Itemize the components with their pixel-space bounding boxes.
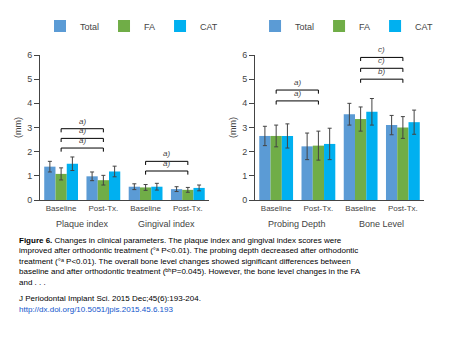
svg-text:Total: Total	[295, 22, 314, 32]
svg-text:Plaque index: Plaque index	[56, 219, 109, 229]
svg-text:Baseline: Baseline	[345, 204, 376, 213]
svg-text:Post-Tx.: Post-Tx.	[388, 204, 418, 213]
svg-text:Gingival index: Gingival index	[138, 219, 195, 229]
svg-text:Post-Tx.: Post-Tx.	[173, 204, 203, 213]
svg-text:1: 1	[27, 171, 32, 181]
svg-text:J Periodontal Implant Sci. 201: J Periodontal Implant Sci. 2015 Dec;45(6…	[19, 294, 201, 303]
svg-text:Baseline: Baseline	[261, 204, 292, 213]
svg-text:2: 2	[27, 147, 32, 157]
svg-text:CAT: CAT	[200, 22, 218, 32]
svg-text:a): a)	[294, 78, 301, 87]
svg-text:3: 3	[27, 123, 32, 133]
svg-text:0: 0	[27, 195, 32, 205]
svg-text:Post-Tx.: Post-Tx.	[304, 204, 334, 213]
svg-text:Baseline: Baseline	[46, 204, 77, 213]
svg-text:2: 2	[242, 147, 247, 157]
svg-text:Bone Level: Bone Level	[359, 219, 404, 229]
svg-text:3: 3	[242, 123, 247, 133]
svg-text:FA: FA	[144, 22, 155, 32]
svg-text:Baseline: Baseline	[130, 204, 161, 213]
svg-text:Total: Total	[80, 22, 99, 32]
svg-text:5: 5	[27, 74, 32, 84]
svg-text:6: 6	[242, 50, 247, 60]
svg-text:c): c)	[378, 45, 385, 54]
svg-text:http://dx.doi.org/10.5051/jpis: http://dx.doi.org/10.5051/jpis.2015.45.6…	[19, 305, 173, 314]
svg-text:a): a)	[79, 136, 86, 145]
svg-text:6: 6	[27, 50, 32, 60]
svg-text:4: 4	[27, 98, 32, 108]
svg-text:a): a)	[294, 89, 301, 98]
svg-text:4: 4	[242, 98, 247, 108]
svg-text:c): c)	[378, 56, 385, 65]
svg-text:a): a)	[79, 117, 86, 126]
svg-text:FA: FA	[359, 22, 370, 32]
svg-text:Post-Tx.: Post-Tx.	[88, 204, 118, 213]
svg-text:1: 1	[242, 171, 247, 181]
svg-text:Figure 6. Changes in clinical: Figure 6. Changes in clinical parameters…	[19, 236, 361, 287]
svg-text:a): a)	[163, 149, 170, 158]
svg-text:5: 5	[242, 74, 247, 84]
svg-text:(mm): (mm)	[228, 117, 238, 138]
svg-text:Probing Depth: Probing Depth	[268, 219, 326, 229]
svg-text:a): a)	[79, 126, 86, 135]
svg-text:(mm): (mm)	[13, 117, 23, 138]
svg-text:CAT: CAT	[415, 22, 433, 32]
svg-text:0: 0	[242, 195, 247, 205]
svg-text:b): b)	[378, 67, 385, 76]
svg-text:a): a)	[163, 159, 170, 168]
